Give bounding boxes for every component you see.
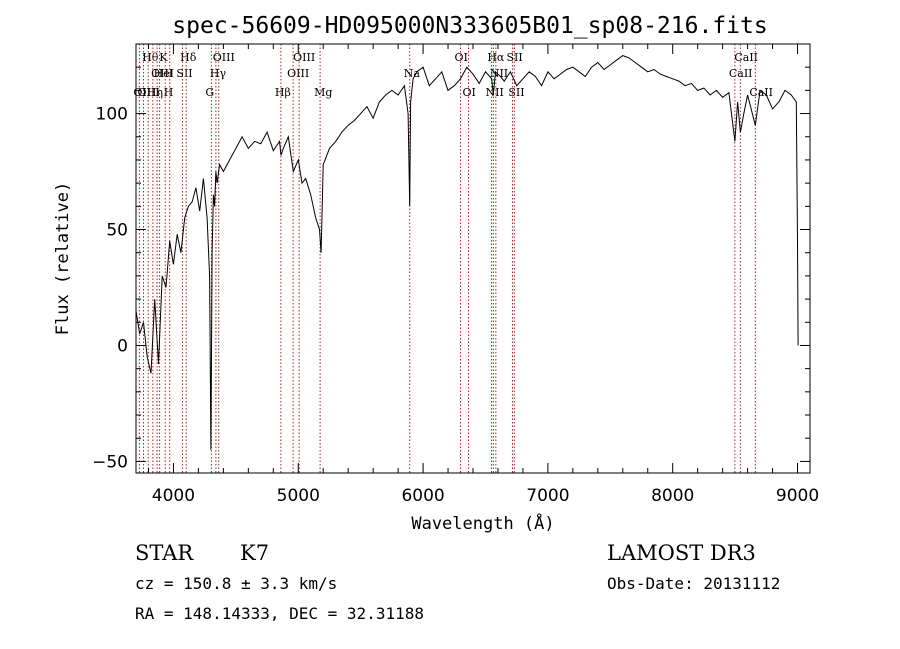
observation-date: Obs-Date: 20131112 [607,574,781,593]
line-label: OIII [213,51,235,64]
spectrum-line [135,55,799,450]
line-label: Hθ [142,51,159,64]
y-tick-label: 50 [106,221,128,241]
line-label: CaII [749,86,773,99]
line-label: HeI [154,67,174,80]
object-subclass: K7 [240,541,270,565]
line-label: OIII [287,67,309,80]
coordinates: RA = 148.14333, DEC = 32.31188 [135,604,424,623]
line-label: K [159,51,168,64]
x-tick-label: 5000 [277,486,320,506]
survey-name: LAMOST DR3 [607,541,756,565]
line-label: Hα [487,51,505,64]
x-tick-label: 4000 [152,486,195,506]
y-tick-label: 0 [117,336,128,356]
line-label: Hβ [275,86,291,99]
x-tick-label: 9000 [776,486,819,506]
spectrum-chart: OIIOIIIHθHηOIIIHeIKHSIIHδGHγOIIIHβOIIIOI… [53,13,819,534]
chart-title: spec-56609-HD095000N333605B01_sp08-216.f… [172,13,767,39]
object-class: STAR [135,541,194,565]
line-label: OIII [151,67,173,80]
y-tick-label: −50 [92,452,128,472]
x-tick-label: 8000 [651,486,694,506]
redshift-velocity: cz = 150.8 ± 3.3 km/s [135,574,338,593]
line-label: SII [508,86,524,99]
y-tick-label: 100 [96,105,128,125]
x-axis-label: Wavelength (Å) [411,512,554,534]
line-label: Mg [314,86,332,99]
line-label: CaII [734,51,758,64]
line-label: OII [133,86,151,99]
line-label: G [205,86,214,99]
y-axis-label: Flux (relative) [53,182,73,336]
line-label: Hδ [180,51,197,64]
line-label: Na [404,67,421,80]
line-label: H [164,86,174,99]
plot-frame [135,43,811,474]
line-label: OIII [293,51,315,64]
line-label: Hη [147,86,163,99]
line-label: SII [176,67,192,80]
line-label: Hγ [210,67,227,80]
line-label: NII [485,86,503,99]
line-label: OIII [137,86,159,99]
x-tick-label: 7000 [526,486,569,506]
line-label: SII [506,51,522,64]
line-label: OI [463,86,476,99]
line-label: NII [490,67,508,80]
x-tick-label: 6000 [401,486,444,506]
line-label: OI [455,51,468,64]
